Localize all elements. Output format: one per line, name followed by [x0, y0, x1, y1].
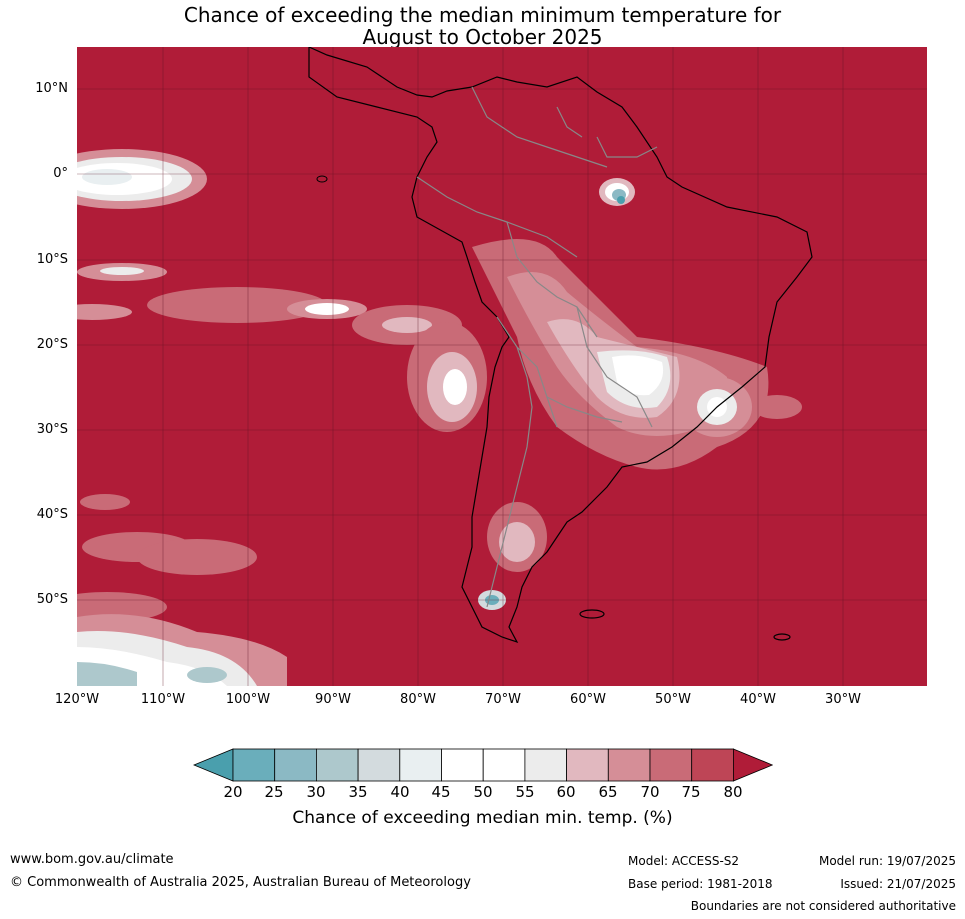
lat-label-10n: 10°N	[35, 81, 68, 96]
graticule	[77, 47, 927, 686]
lat-label-0: 0°	[53, 166, 68, 181]
lat-label-10s: 10°S	[36, 252, 68, 267]
colorbar	[193, 748, 773, 782]
colorbar-cell	[482, 748, 526, 782]
colorbar-cell	[232, 748, 276, 782]
colorbar-tick-30: 30	[306, 783, 326, 801]
lon-label-120w: 120°W	[54, 692, 100, 707]
falkland-islands	[579, 609, 605, 619]
colorbar-tick-60: 60	[556, 783, 576, 801]
footer-issued: Issued: 21/07/2025	[840, 877, 956, 891]
lon-label-40w: 40°W	[740, 692, 776, 707]
southern-ocean-patch	[77, 614, 287, 686]
lat-label-20s: 20°S	[36, 337, 68, 352]
south-georgia-island	[773, 633, 791, 641]
colorbar-tick-50: 50	[473, 783, 493, 801]
lat-label-50s: 50°S	[36, 592, 68, 607]
colorbar-extend-high	[733, 748, 773, 782]
footer-copyright: © Commonwealth of Australia 2025, Austra…	[10, 875, 471, 890]
amazon-mouth-patch	[599, 178, 635, 206]
colorbar-tick-65: 65	[598, 783, 618, 801]
colorbar-tick-45: 45	[431, 783, 451, 801]
colorbar-cell	[649, 748, 693, 782]
colorbar-tick-40: 40	[390, 783, 410, 801]
colorbar-tick-20: 20	[223, 783, 243, 801]
colorbar-cell	[316, 748, 359, 782]
colorbar-tick-70: 70	[640, 783, 660, 801]
footer-base-period: Base period: 1981-2018	[628, 877, 773, 891]
colorbar-cell	[607, 748, 651, 782]
colorbar-tick-35: 35	[348, 783, 368, 801]
colorbar-cell	[566, 748, 609, 782]
map-title-line1: Chance of exceeding the median minimum t…	[183, 3, 782, 27]
colorbar-tick-80: 80	[723, 783, 743, 801]
lon-label-110w: 110°W	[140, 692, 186, 707]
lon-label-100w: 100°W	[225, 692, 271, 707]
footer-model-run: Model run: 19/07/2025	[818, 854, 956, 868]
pacific-patches	[77, 263, 487, 622]
map-panel	[77, 47, 927, 686]
colorbar-tick-75: 75	[681, 783, 701, 801]
map-title: Chance of exceeding the median minimum t…	[0, 4, 965, 48]
colorbar-label: Chance of exceeding median min. temp. (%…	[292, 808, 673, 828]
colorbar-cells	[193, 748, 773, 782]
colorbar-cell	[399, 748, 442, 782]
map-title-line2: August to October 2025	[362, 25, 603, 49]
colorbar-tick-25: 25	[264, 783, 284, 801]
patagonia-patch	[478, 502, 547, 610]
footer-disclaimer: Boundaries are not considered authoritat…	[690, 899, 956, 913]
colorbar-cell	[691, 748, 734, 782]
lat-label-30s: 30°S	[36, 422, 68, 437]
galapagos-islands	[316, 175, 328, 183]
footer-website: www.bom.gov.au/climate	[10, 852, 174, 867]
footer-model: Model: ACCESS-S2	[628, 854, 740, 868]
lon-label-30w: 30°W	[825, 692, 861, 707]
lon-label-90w: 90°W	[315, 692, 351, 707]
lon-label-80w: 80°W	[400, 692, 436, 707]
lon-label-60w: 60°W	[570, 692, 606, 707]
country-borders	[416, 86, 658, 608]
colorbar-tick-55: 55	[515, 783, 535, 801]
colorbar-cell	[441, 748, 484, 782]
lon-label-50w: 50°W	[655, 692, 691, 707]
probability-map	[77, 47, 927, 686]
colorbar-cell	[524, 748, 567, 782]
map-background	[77, 47, 927, 686]
lat-label-40s: 40°S	[36, 507, 68, 522]
lon-label-70w: 70°W	[485, 692, 521, 707]
south-america-coastline	[308, 47, 813, 644]
colorbar-cell	[274, 748, 317, 782]
colorbar-extend-low	[193, 748, 234, 782]
colorbar-cell	[357, 748, 401, 782]
